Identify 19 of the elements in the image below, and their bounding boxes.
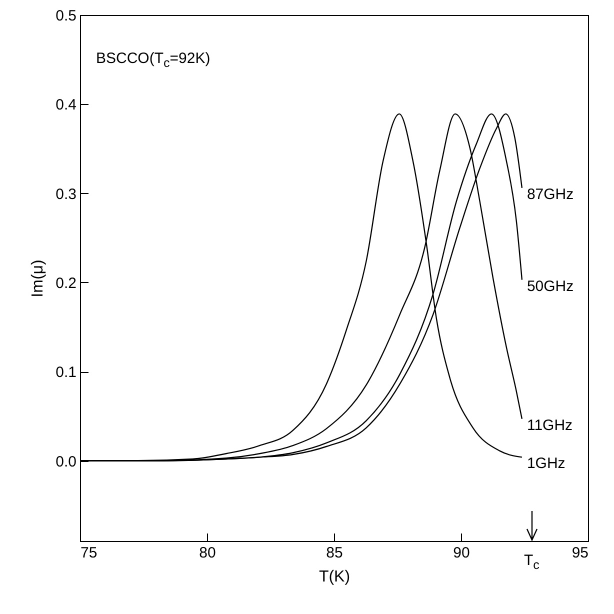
series-label: 11GHz [526,416,573,434]
series-label: 1GHz [526,455,566,472]
x-tick-label: 85 [326,544,343,562]
text: T$_{c}$ [524,552,540,572]
annotation: BSCCO(T$_{c}$=92K) [96,50,210,70]
y-tick-label: 0.3 [56,186,76,203]
x-tick-label: 95 [572,544,588,562]
series-label: 50GHz [526,278,574,295]
y-tick-label: 0.1 [56,364,76,382]
x-axis-title: T(K) [318,568,350,586]
y-tick-label: 0.4 [56,96,76,114]
x-tick-label: 80 [199,544,216,562]
series-label: 87GHz [526,186,574,203]
x-tick-label: 90 [453,544,470,562]
y-tick-label: 0.2 [56,274,76,292]
y-tick-label: 0.0 [56,453,76,470]
y-axis-title: Im(μ) [30,260,47,298]
x-tick-label: 75 [80,544,98,562]
y-tick-label: 0.5 [56,8,76,24]
